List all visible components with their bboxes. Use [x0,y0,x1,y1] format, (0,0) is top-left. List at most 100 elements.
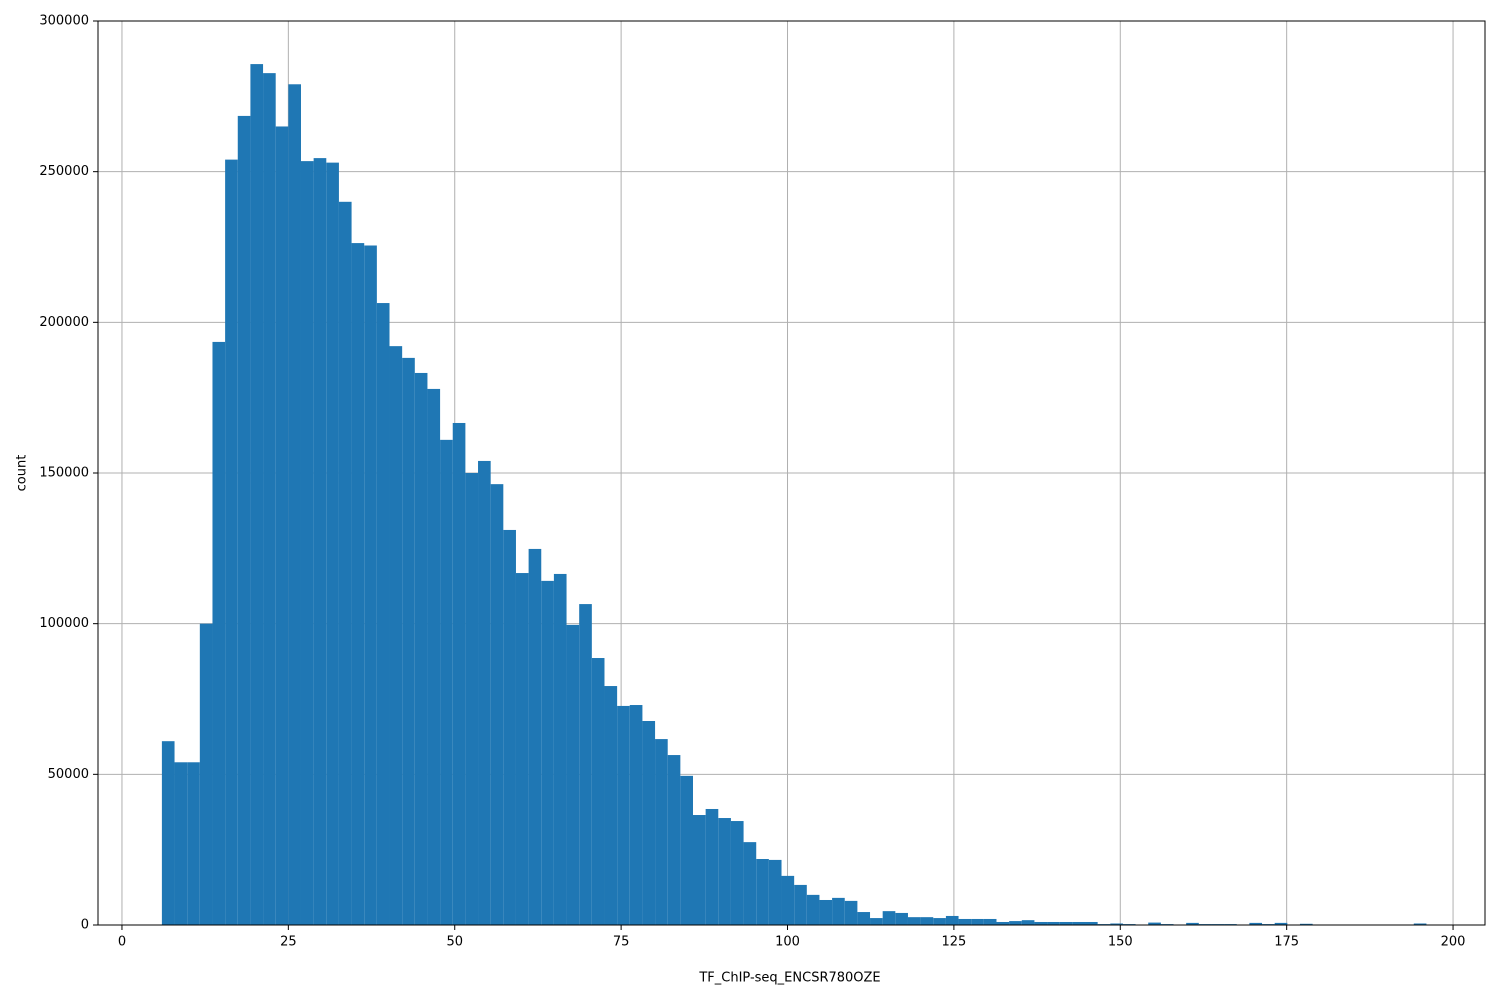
x-tick-label: 125 [941,935,966,950]
bar [617,705,630,925]
y-tick-label: 250000 [39,164,89,179]
bar [1072,921,1086,925]
bar [692,815,706,925]
bar [1047,921,1060,925]
bar [1034,921,1048,925]
bar [629,705,643,925]
bar [591,658,605,925]
bar [414,372,428,925]
bar [187,762,200,925]
bar [1148,922,1161,925]
bar [1186,922,1199,925]
bar [212,341,226,925]
bar [705,808,719,925]
bar [566,624,580,925]
bar [225,159,238,925]
x-tick-label: 25 [280,935,297,950]
x-tick-label: 100 [775,935,800,950]
bar [667,755,681,925]
bar [655,739,668,925]
bar [832,897,845,925]
x-tick-label: 175 [1274,935,1299,950]
bar [579,604,592,925]
x-axis-label: TF_ChIP-seq_ENCSR780OZE [698,971,880,986]
bar [402,357,415,926]
bar [478,460,491,925]
bar [680,775,693,925]
bar [237,115,251,926]
bar [870,918,883,925]
bar [958,918,972,925]
bar [945,915,959,925]
bar [844,900,858,925]
bar [338,201,352,926]
bar [465,473,479,925]
y-tick-label: 150000 [39,466,89,481]
bar [174,762,188,925]
bar [794,884,807,925]
bar [971,918,984,925]
x-tick-label: 0 [118,935,126,950]
bar [427,388,441,926]
bar [806,894,820,925]
x-tick-label: 50 [446,935,463,950]
bar [1110,923,1123,925]
bar [389,346,403,925]
y-tick-label: 200000 [39,315,89,330]
bar [199,623,213,925]
bar [275,126,289,925]
bar [857,912,871,925]
bar [983,918,997,925]
y-tick-label: 300000 [39,14,89,29]
bar [907,917,921,925]
bar [263,73,276,925]
bar [1274,922,1288,925]
bar [452,422,466,925]
bar [351,243,365,926]
bar [882,911,896,925]
plot-frame [97,20,1486,926]
bar [1009,921,1022,925]
bar [781,875,795,925]
bar [440,439,453,925]
x-tick-label: 150 [1108,935,1133,950]
bar [300,161,314,925]
bar [1021,920,1035,925]
bar [541,580,554,925]
bar [1249,922,1263,925]
bar [250,64,264,925]
y-tick-label: 50000 [48,767,89,782]
bar [376,303,390,926]
bar [1059,921,1073,925]
bar [288,84,301,925]
bar [642,720,656,925]
bar [490,484,504,925]
bar [743,842,757,925]
bar [996,921,1010,925]
bar [1413,923,1427,925]
bar [604,686,618,925]
bar [895,912,908,925]
bar [819,899,833,925]
bar [313,158,327,925]
bar [1085,921,1098,925]
bar [718,818,731,925]
y-tick-label: 0 [81,918,89,933]
y-axis-label: count [15,455,30,492]
bar [503,529,516,925]
x-tick-label: 200 [1441,935,1466,950]
x-tick-label: 75 [613,935,630,950]
bar [730,821,744,925]
bar [1299,923,1313,925]
bar [161,741,175,925]
bar [326,162,339,926]
bar [515,573,529,925]
bar [933,918,946,925]
bar [364,245,377,925]
bar [756,859,769,925]
bar [528,548,542,925]
bar [553,573,567,925]
bar [768,859,782,925]
